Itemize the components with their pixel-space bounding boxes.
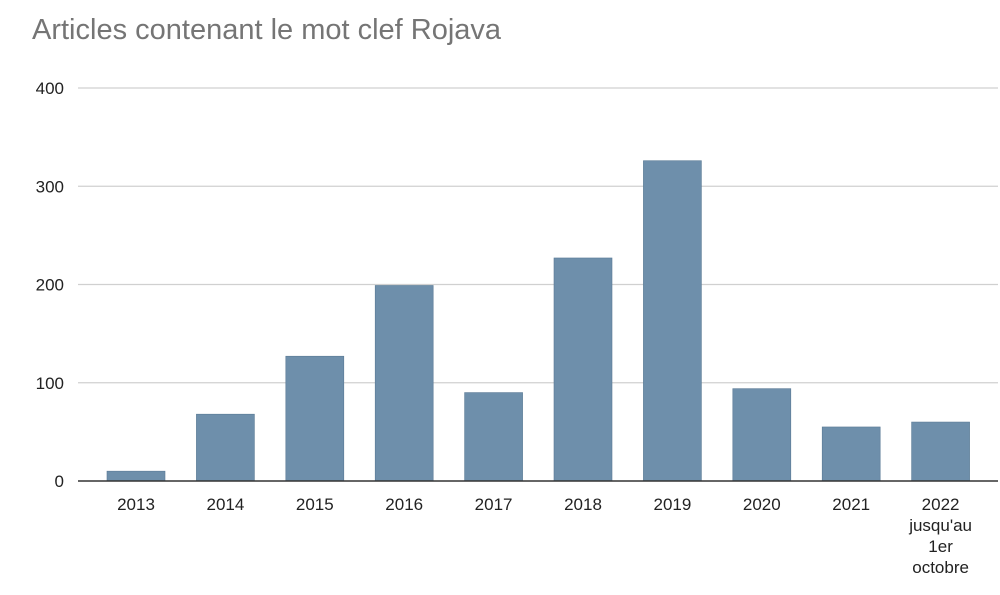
bar [106,470,166,482]
bar [553,257,613,482]
bar [643,160,702,482]
x-axis-ticks: 2013 2014 2015 2016 2017 2018 2019 2020 2021 2022… [117,495,972,577]
x-tick-label: 2018 [564,495,602,514]
x-tick-label: 2017 [475,495,513,514]
y-tick-label: 0 [55,472,64,491]
x-tick-label-line: 2014 [206,495,244,514]
y-tick-label: 300 [36,177,64,196]
x-tick-label-line: 2015 [296,495,334,514]
bar [196,413,255,482]
y-tick-label: 400 [36,79,64,98]
x-tick-label-line: 2013 [117,495,155,514]
x-tick-label-line: 2019 [653,495,691,514]
y-axis-ticks: 0 100 200 300 400 [36,79,64,491]
bars [106,160,970,482]
x-tick-label: 2013 [117,495,155,514]
bar [911,421,970,482]
y-tick-label: 100 [36,374,64,393]
x-tick-label-line: octobre [912,558,969,577]
chart-title: Articles contenant le mot clef Rojava [32,14,502,46]
gridlines [78,87,998,384]
x-tick-label-line: 1er [928,537,953,556]
x-tick-label: 2015 [296,495,334,514]
x-tick-label: 2019 [653,495,691,514]
bar [821,426,881,482]
x-tick-label: 2016 [385,495,423,514]
bar [374,285,434,482]
x-tick-label-line: 2017 [475,495,513,514]
bar [732,388,792,482]
bar [285,355,345,482]
x-tick-label: 2020 [743,495,781,514]
x-tick-label-line: 2020 [743,495,781,514]
x-tick-label-line: 2016 [385,495,423,514]
x-tick-label-line: jusqu'au [908,516,972,535]
x-tick-label: 2022 jusqu'au 1er octobre [908,495,972,577]
x-tick-label-line: 2021 [832,495,870,514]
y-tick-label: 200 [36,276,64,295]
x-tick-label: 2014 [206,495,244,514]
x-tick-label: 2021 [832,495,870,514]
bar [464,392,523,482]
x-tick-label-line: 2022 [922,495,960,514]
x-tick-label-line: 2018 [564,495,602,514]
